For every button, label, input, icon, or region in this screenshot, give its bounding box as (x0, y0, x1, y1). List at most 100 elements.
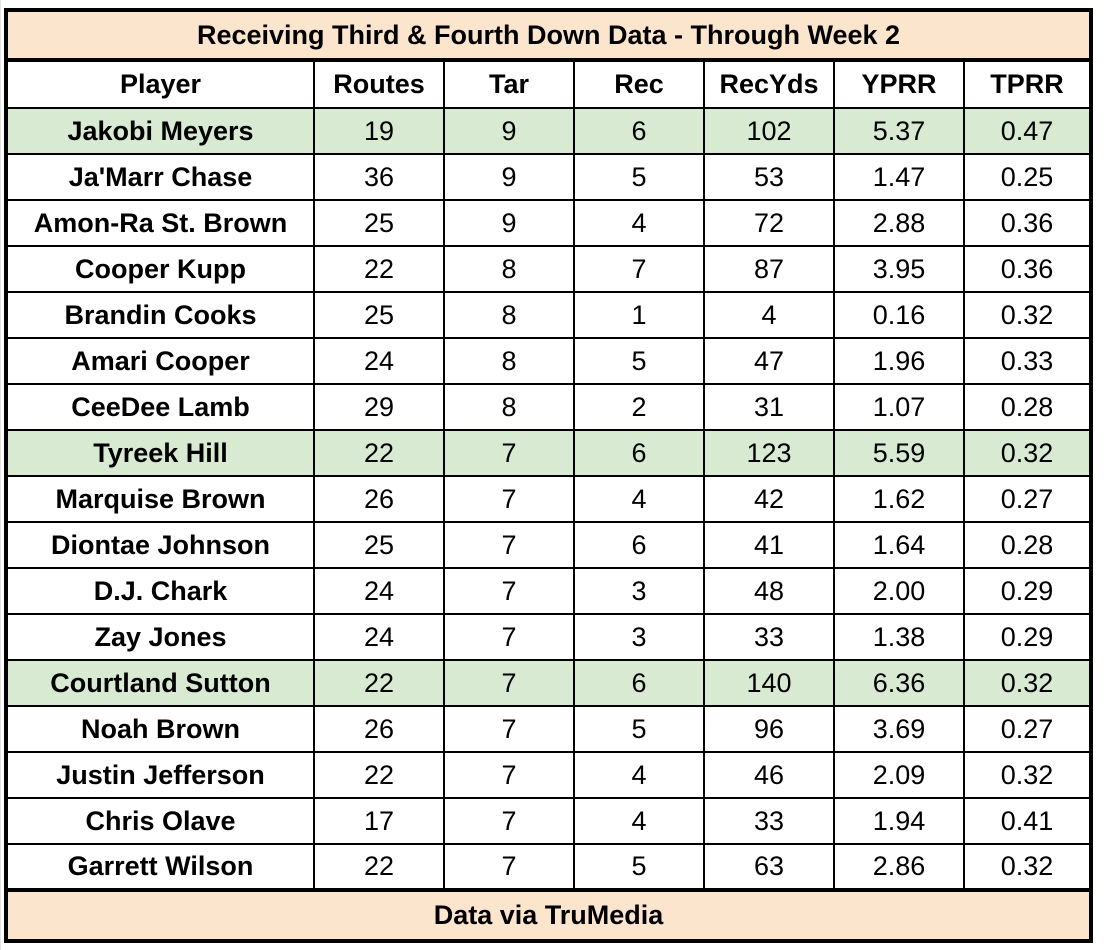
cell-tar: 7 (444, 752, 575, 799)
table-footer: Data via TruMedia (8, 892, 1089, 939)
cell-tar: 9 (444, 200, 575, 247)
cell-player: Tyreek Hill (8, 430, 315, 477)
cell-tprr: 0.28 (964, 522, 1089, 569)
cell-tar: 9 (444, 154, 575, 201)
cell-player: Diontae Johnson (8, 522, 315, 569)
cell-player: Chris Olave (8, 798, 315, 845)
cell-tar: 7 (444, 660, 575, 707)
cell-recyds: 33 (704, 614, 835, 661)
cell-tar: 8 (444, 338, 575, 385)
header-row: Player Routes Tar Rec RecYds YPRR TPRR (8, 62, 1089, 109)
cell-rec: 5 (574, 706, 705, 753)
cell-player: Amon-Ra St. Brown (8, 200, 315, 247)
table-row: D.J. Chark 24 7 3 48 2.00 0.29 (8, 568, 1089, 615)
cell-yprr: 2.00 (834, 568, 965, 615)
table-row: Courtland Sutton 22 7 6 140 6.36 0.32 (8, 660, 1089, 707)
cell-rec: 6 (574, 108, 705, 155)
cell-recyds: 102 (704, 108, 835, 155)
cell-tar: 9 (444, 108, 575, 155)
table-row: Garrett Wilson 22 7 5 63 2.86 0.32 (8, 844, 1089, 892)
cell-recyds: 96 (704, 706, 835, 753)
stats-sheet: Receiving Third & Fourth Down Data - Thr… (4, 8, 1093, 943)
table-row: Zay Jones 24 7 3 33 1.38 0.29 (8, 614, 1089, 661)
cell-tprr: 0.29 (964, 614, 1089, 661)
receiving-table: Player Routes Tar Rec RecYds YPRR TPRR J… (8, 62, 1089, 892)
cell-tar: 7 (444, 798, 575, 845)
table-row: Ja'Marr Chase 36 9 5 53 1.47 0.25 (8, 154, 1089, 201)
cell-recyds: 33 (704, 798, 835, 845)
cell-tar: 7 (444, 614, 575, 661)
cell-rec: 2 (574, 384, 705, 431)
cell-tar: 8 (444, 384, 575, 431)
cell-player: Amari Cooper (8, 338, 315, 385)
cell-routes: 25 (314, 522, 445, 569)
cell-rec: 4 (574, 752, 705, 799)
cell-yprr: 1.62 (834, 476, 965, 523)
cell-yprr: 0.16 (834, 292, 965, 339)
table-row: Amon-Ra St. Brown 25 9 4 72 2.88 0.36 (8, 200, 1089, 247)
table-row: Diontae Johnson 25 7 6 41 1.64 0.28 (8, 522, 1089, 569)
table-row: Cooper Kupp 22 8 7 87 3.95 0.36 (8, 246, 1089, 293)
cell-tprr: 0.36 (964, 200, 1089, 247)
cell-yprr: 1.07 (834, 384, 965, 431)
cell-tar: 7 (444, 568, 575, 615)
cell-tar: 8 (444, 246, 575, 293)
cell-player: Courtland Sutton (8, 660, 315, 707)
table-row: CeeDee Lamb 29 8 2 31 1.07 0.28 (8, 384, 1089, 431)
column-header-rec: Rec (574, 62, 705, 109)
table-body: Jakobi Meyers 19 9 6 102 5.37 0.47 Ja'Marr Chas… (8, 108, 1089, 892)
cell-tprr: 0.25 (964, 154, 1089, 201)
cell-tprr: 0.32 (964, 752, 1089, 799)
cell-rec: 4 (574, 798, 705, 845)
cell-recyds: 63 (704, 844, 835, 892)
cell-recyds: 4 (704, 292, 835, 339)
cell-rec: 6 (574, 430, 705, 477)
cell-routes: 22 (314, 844, 445, 892)
cell-tprr: 0.28 (964, 384, 1089, 431)
cell-player: CeeDee Lamb (8, 384, 315, 431)
cell-routes: 29 (314, 384, 445, 431)
cell-rec: 5 (574, 338, 705, 385)
cell-tprr: 0.32 (964, 660, 1089, 707)
cell-recyds: 46 (704, 752, 835, 799)
cell-routes: 19 (314, 108, 445, 155)
table-title: Receiving Third & Fourth Down Data - Thr… (8, 12, 1089, 62)
table-row: Jakobi Meyers 19 9 6 102 5.37 0.47 (8, 108, 1089, 155)
column-header-recyds: RecYds (704, 62, 835, 109)
cell-yprr: 2.09 (834, 752, 965, 799)
cell-tprr: 0.32 (964, 430, 1089, 477)
cell-routes: 26 (314, 706, 445, 753)
cell-rec: 3 (574, 568, 705, 615)
cell-tprr: 0.29 (964, 568, 1089, 615)
cell-tprr: 0.27 (964, 706, 1089, 753)
cell-routes: 22 (314, 246, 445, 293)
cell-routes: 24 (314, 568, 445, 615)
table-row: Marquise Brown 26 7 4 42 1.62 0.27 (8, 476, 1089, 523)
cell-yprr: 1.64 (834, 522, 965, 569)
cell-yprr: 5.37 (834, 108, 965, 155)
cell-yprr: 3.69 (834, 706, 965, 753)
cell-tar: 8 (444, 292, 575, 339)
column-header-player: Player (8, 62, 315, 109)
cell-recyds: 53 (704, 154, 835, 201)
cell-tprr: 0.33 (964, 338, 1089, 385)
cell-rec: 1 (574, 292, 705, 339)
cell-player: Ja'Marr Chase (8, 154, 315, 201)
cell-player: Noah Brown (8, 706, 315, 753)
cell-tar: 7 (444, 522, 575, 569)
cell-rec: 4 (574, 476, 705, 523)
cell-yprr: 1.38 (834, 614, 965, 661)
cell-tprr: 0.32 (964, 844, 1089, 892)
cell-routes: 24 (314, 338, 445, 385)
cell-tprr: 0.32 (964, 292, 1089, 339)
cell-routes: 36 (314, 154, 445, 201)
column-header-tprr: TPRR (964, 62, 1089, 109)
table-row: Chris Olave 17 7 4 33 1.94 0.41 (8, 798, 1089, 845)
cell-player: Jakobi Meyers (8, 108, 315, 155)
cell-yprr: 1.96 (834, 338, 965, 385)
cell-player: Brandin Cooks (8, 292, 315, 339)
cell-yprr: 1.47 (834, 154, 965, 201)
cell-rec: 6 (574, 660, 705, 707)
column-header-tar: Tar (444, 62, 575, 109)
column-header-yprr: YPRR (834, 62, 965, 109)
